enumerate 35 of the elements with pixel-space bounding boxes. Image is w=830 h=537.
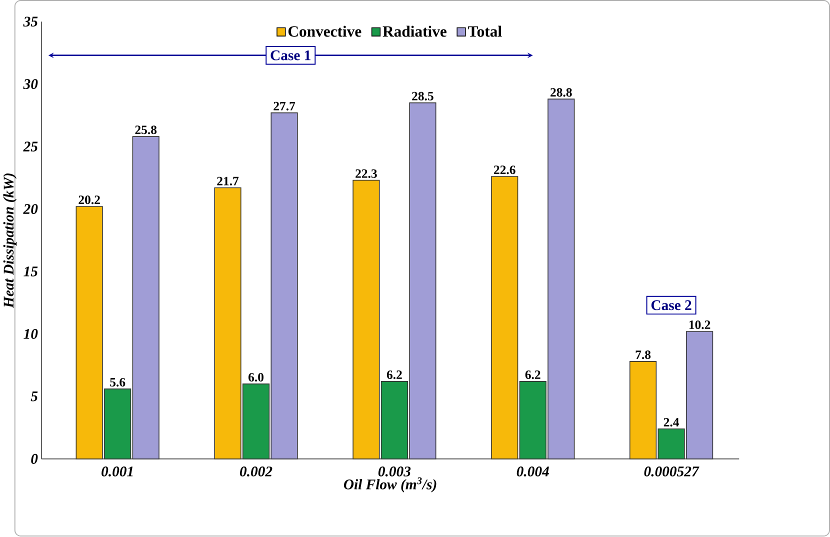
legend-label: Total — [468, 26, 502, 37]
data-label: 10.2 — [689, 320, 710, 330]
x-tick-label: 0.000527 — [644, 466, 700, 477]
y-tick-label: 30 — [23, 79, 38, 90]
y-tick-label: 35 — [23, 16, 38, 27]
data-label: 6.2 — [525, 370, 540, 380]
y-tick-label: 5 — [30, 392, 38, 402]
y-tick-label: 0 — [31, 454, 38, 464]
data-label: 27.7 — [274, 102, 296, 111]
y-axis-title: Heat Dissipation (kW) — [3, 174, 17, 308]
x-axis-title: Oil Flow (m$^{3}$/s) — [344, 478, 436, 493]
y-tick-label: 20 — [23, 204, 38, 214]
annotation: Case 2 — [651, 300, 692, 310]
data-label: 28.8 — [550, 88, 572, 97]
data-label: 20.2 — [78, 196, 100, 204]
data-label: 25.8 — [135, 126, 157, 134]
x-tick-label: 0.004 — [516, 466, 549, 477]
data-label: 6.0 — [248, 373, 264, 382]
x-tick-label: 0.002 — [240, 466, 272, 477]
legend-label: Radiative — [382, 26, 446, 37]
data-label: 2.4 — [664, 418, 680, 427]
y-tick-label: 15 — [24, 266, 38, 277]
data-label: 7.8 — [636, 350, 651, 360]
data-label: 5.6 — [110, 378, 126, 387]
data-label: 21.7 — [217, 177, 239, 186]
annotation: Case 1 — [270, 50, 310, 61]
x-tick-label: 0.001 — [102, 466, 133, 477]
legend-label: Convective — [288, 26, 362, 37]
data-label: 6.2 — [386, 370, 402, 380]
data-label: 22.6 — [494, 166, 516, 174]
y-tick-label: 25 — [23, 142, 38, 152]
x-tick-label: 0.003 — [378, 466, 411, 477]
data-label: 28.5 — [412, 92, 434, 101]
data-label: 22.3 — [356, 170, 377, 178]
y-tick-label: 10 — [24, 329, 38, 340]
